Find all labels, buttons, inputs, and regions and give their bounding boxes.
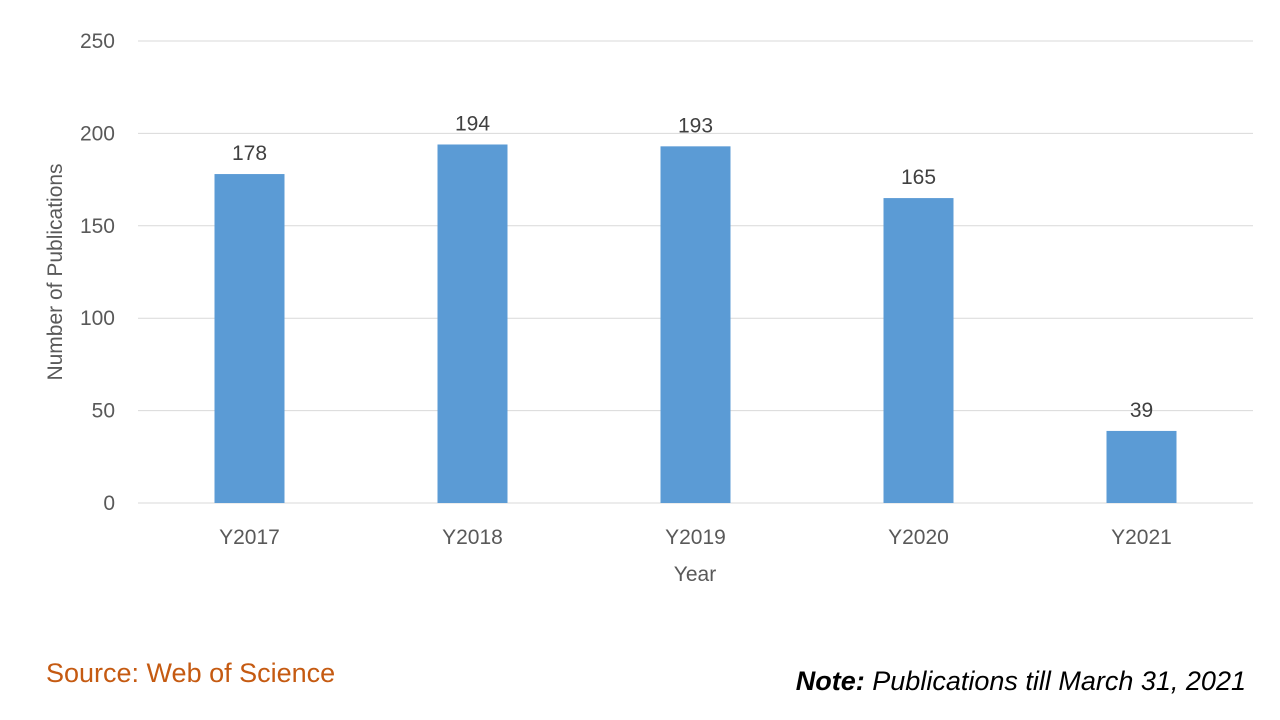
y-axis-title: Number of Publications <box>44 163 67 380</box>
y-tick-label: 150 <box>80 215 115 238</box>
x-tick-label-y2018: Y2018 <box>442 526 503 549</box>
y-tick-label: 250 <box>80 30 115 53</box>
y-tick-label: 200 <box>80 122 115 145</box>
y-tick-label: 50 <box>92 400 115 423</box>
y-axis-ticks: 0 50 100 150 200 250 <box>80 30 115 515</box>
x-tick-label-y2020: Y2020 <box>888 526 949 549</box>
bar-y2020 <box>883 198 954 503</box>
data-label-y2018: 194 <box>455 112 490 135</box>
data-label-y2017: 178 <box>232 142 267 165</box>
bar-y2021 <box>1106 430 1177 503</box>
x-tick-label-y2019: Y2019 <box>665 526 726 549</box>
bar-y2018 <box>437 144 508 503</box>
x-tick-label-y2017: Y2017 <box>219 526 280 549</box>
data-label-y2021: 39 <box>1130 399 1153 422</box>
note-text: Publications till March 31, 2021 <box>864 666 1246 696</box>
note-label: Note: <box>795 666 865 696</box>
x-tick-label-y2021: Y2021 <box>1111 526 1172 549</box>
bars <box>214 144 1177 503</box>
x-axis-ticks: Y2017 Y2018 Y2019 Y2020 Y2021 <box>219 526 1172 549</box>
x-axis-title: Year <box>674 563 716 586</box>
publication-note: Note: Publications till March 31, 2021 <box>796 666 1246 697</box>
data-labels: 178 194 193 165 39 <box>232 112 1153 421</box>
data-label-y2020: 165 <box>901 166 936 189</box>
data-label-y2019: 193 <box>678 114 713 137</box>
bar-y2019 <box>660 146 731 503</box>
y-tick-label: 100 <box>80 307 115 330</box>
source-note: Source: Web of Science <box>46 658 336 688</box>
bar-y2017 <box>214 174 285 503</box>
y-tick-label: 0 <box>103 492 115 515</box>
